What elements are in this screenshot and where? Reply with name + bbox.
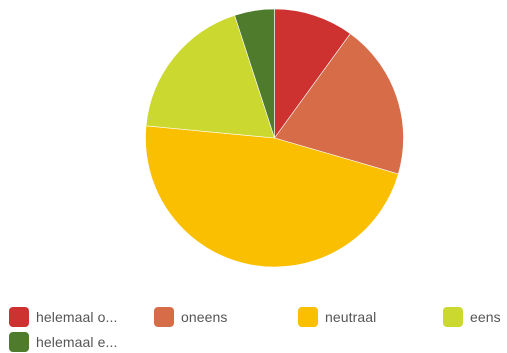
pie-slice-1[interactable] [274,33,404,175]
pie-chart [145,8,404,268]
legend-label: oneens [181,309,228,325]
legend-swatch [298,307,318,327]
legend-label: helemaal o... [36,309,118,325]
pie-slice-3[interactable] [145,14,275,139]
pie-slice-0[interactable] [274,8,351,139]
legend-swatch [154,307,174,327]
legend-label: eens [470,309,501,325]
legend-label: helemaal e... [36,334,118,350]
pie-slice-2[interactable] [145,125,399,268]
legend-swatch [9,307,29,327]
legend-item-oneens[interactable]: oneens [154,306,228,328]
legend-label: neutraal [325,309,377,325]
legend-item-eens[interactable]: eens [443,306,501,328]
legend-swatch [443,307,463,327]
legend-swatch [9,332,29,352]
legend-item-helemaal-eens[interactable]: helemaal e... [9,331,117,353]
legend-item-helemaal-oneens[interactable]: helemaal o... [9,306,117,328]
legend-item-neutraal[interactable]: neutraal [298,306,376,328]
pie-slice-4[interactable] [234,8,275,139]
